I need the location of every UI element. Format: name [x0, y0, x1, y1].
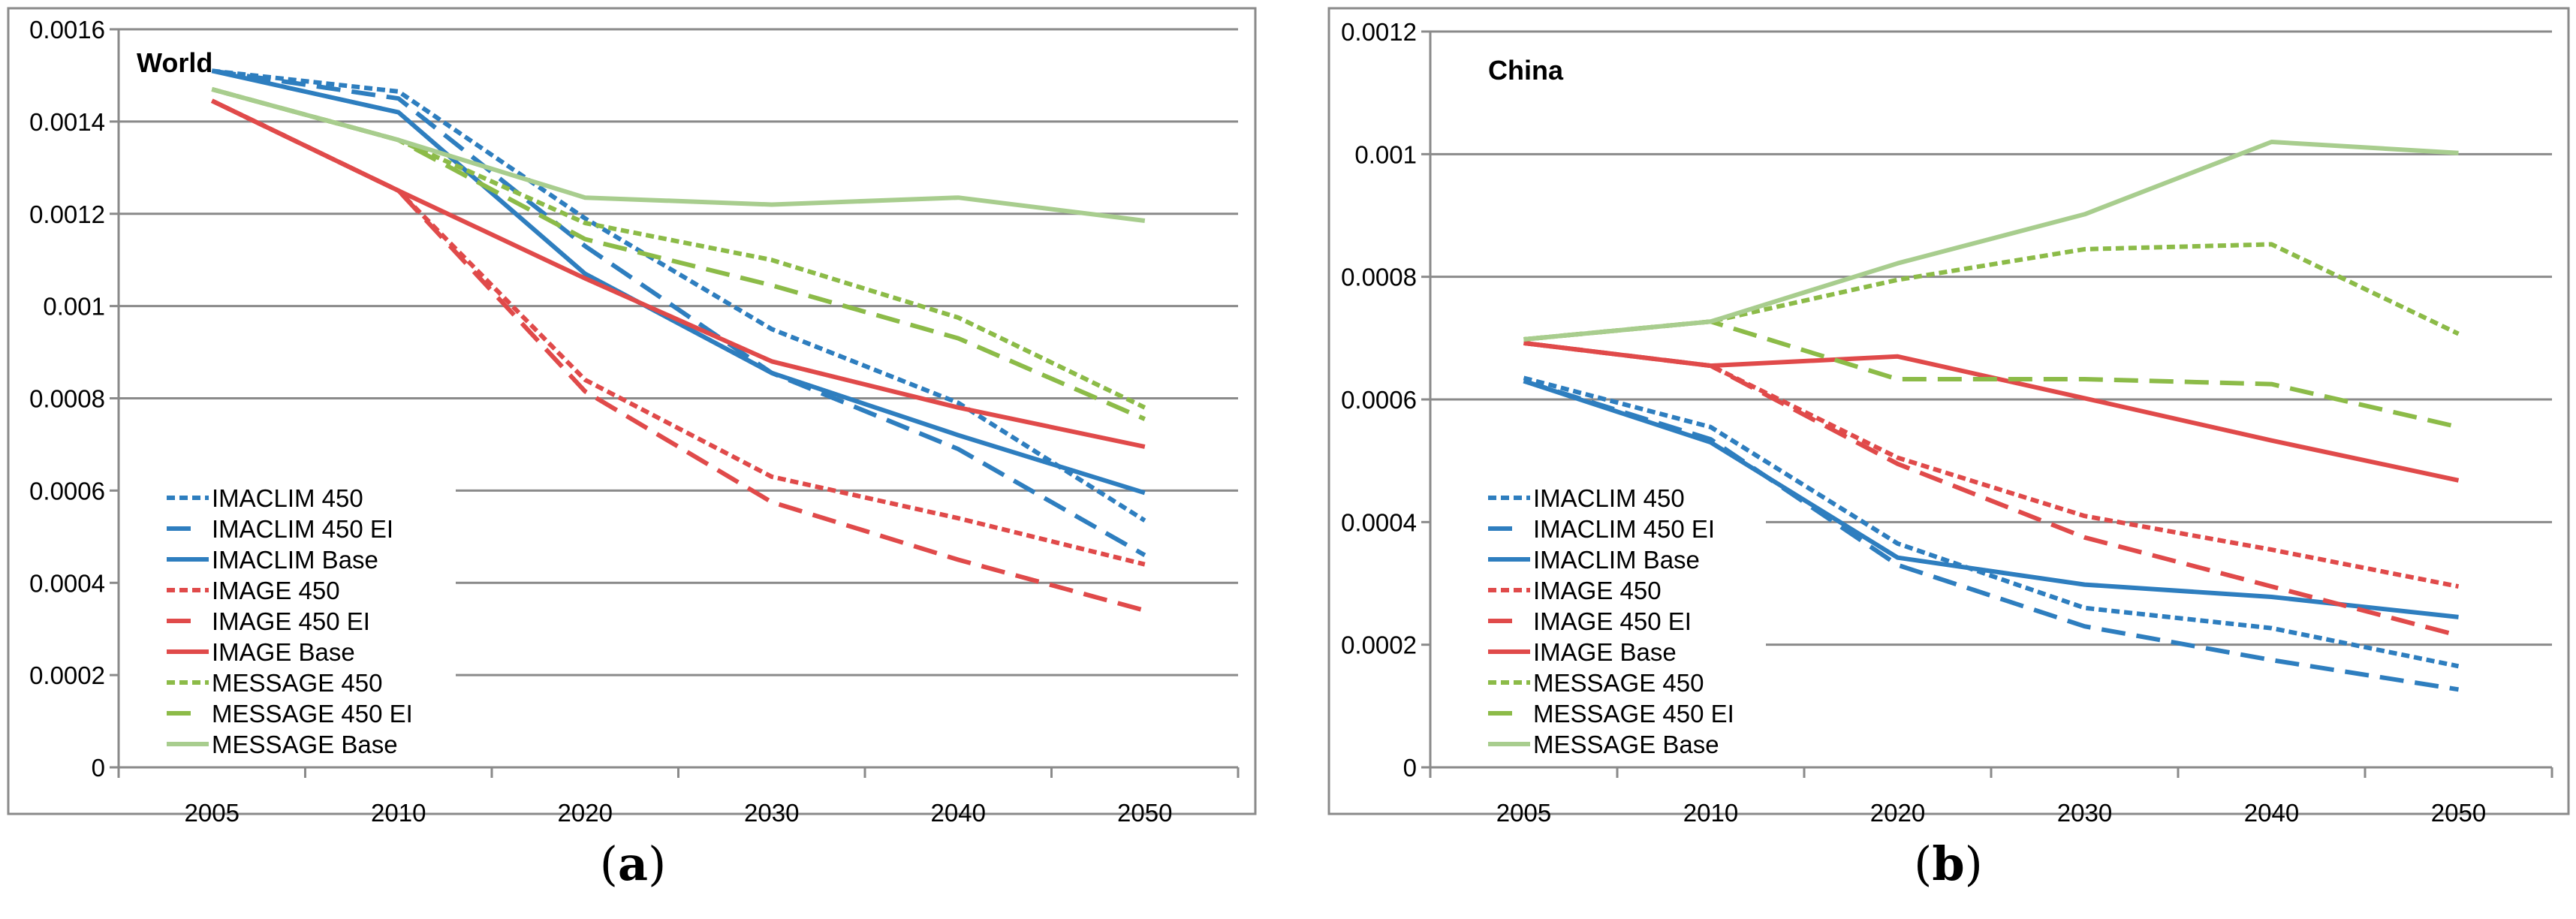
panel-label-open: (	[600, 836, 618, 891]
series-line-message-base	[1523, 140, 2459, 342]
legend-label: MESSAGE Base	[212, 731, 398, 758]
x-tick-label: 2005	[1496, 799, 1551, 827]
x-tick-label: 2020	[1870, 799, 1925, 827]
legend-label: MESSAGE 450	[1533, 669, 1704, 697]
series-line-imaclim-450-ei	[211, 68, 1146, 558]
legend-label: IMAGE 450 EI	[1533, 607, 1692, 635]
series-line-message-base	[211, 87, 1146, 223]
legend-label: IMACLIM 450 EI	[212, 515, 393, 543]
legend-label: IMACLIM Base	[1533, 546, 1700, 574]
x-tick-label: 2005	[185, 799, 240, 827]
series-line-imaclim-base	[211, 68, 1146, 496]
chart-panel-b: 0 0.0002 0.0004 0.0006 0.0008 0.001 0.0012 2005…	[1327, 7, 2570, 891]
y-tick-label: 0	[92, 754, 105, 782]
legend-label: IMAGE 450	[212, 577, 340, 604]
panel-label-close: )	[1965, 836, 1983, 891]
panel-label-letter: a	[618, 836, 648, 891]
y-tick-label: 0.0004	[29, 569, 105, 597]
y-tick-label: 0.0006	[29, 477, 105, 505]
panel-label-close: )	[648, 836, 666, 891]
y-tick-label: 0.001	[1354, 140, 1417, 168]
x-tick-label: 2030	[744, 799, 799, 827]
y-tick-label: 0.0008	[29, 385, 105, 413]
x-tick-label: 2040	[931, 799, 986, 827]
y-tick-label: 0.001	[43, 293, 105, 321]
series-line-image-base	[210, 98, 1146, 449]
panel-label-open: (	[1914, 836, 1932, 891]
x-tick-label: 2050	[2431, 799, 2486, 827]
y-tick-label: 0.0002	[1341, 631, 1417, 659]
y-tick-label: 0.0006	[1341, 386, 1417, 414]
x-tick-label: 2020	[558, 799, 613, 827]
legend-label: IMACLIM Base	[212, 546, 378, 574]
legend-label: IMACLIM 450 EI	[1533, 515, 1715, 543]
chart-panel-a: 0 0.0002 0.0004 0.0006 0.0008 0.001 0.0012 0.00…	[7, 7, 1257, 891]
panel-label-letter: b	[1932, 836, 1964, 891]
y-tick-label: 0.0012	[29, 200, 105, 228]
x-tick-label: 2010	[371, 799, 426, 827]
legend-label: MESSAGE Base	[1533, 731, 1719, 758]
legend-label: MESSAGE 450 EI	[1533, 700, 1734, 728]
series-line-imaclim-450	[1523, 375, 2460, 669]
panel-label: (b)	[1914, 836, 1983, 891]
chart-title: China	[1488, 55, 1564, 86]
series-line-image-450-ei	[210, 98, 1146, 613]
legend-label: IMAGE 450	[1533, 577, 1662, 604]
y-tick-label: 0.0012	[1341, 18, 1417, 46]
y-tick-label: 0	[1403, 754, 1417, 782]
legend-label: MESSAGE 450 EI	[212, 700, 413, 728]
y-tick-label: 0.0002	[29, 661, 105, 689]
x-tick-label: 2010	[1683, 799, 1738, 827]
y-tick-label: 0.0004	[1341, 508, 1417, 536]
y-tick-label: 0.0014	[29, 108, 105, 136]
legend-label: IMACLIM 450	[1533, 484, 1685, 512]
legend-label: IMAGE Base	[1533, 638, 1677, 666]
chart-title: World	[137, 47, 212, 78]
series-line-imaclim-base	[1523, 378, 2459, 619]
series-line-imaclim-450-ei	[1523, 378, 2459, 692]
legend-label: IMAGE 450 EI	[212, 607, 370, 635]
legend-background	[159, 478, 444, 764]
panel-label: (a)	[600, 836, 667, 891]
x-tick-label: 2050	[1117, 799, 1172, 827]
legend-background	[1481, 478, 1766, 764]
legend-label: IMACLIM 450	[212, 484, 363, 512]
legend-label: IMAGE Base	[212, 638, 355, 666]
x-tick-label: 2040	[2244, 799, 2299, 827]
legend-label: MESSAGE 450	[212, 669, 382, 697]
y-tick-label: 0.0016	[29, 16, 105, 44]
series-line-imaclim-450	[211, 68, 1146, 523]
x-tick-label: 2030	[2057, 799, 2112, 827]
y-tick-label: 0.0008	[1341, 264, 1417, 291]
